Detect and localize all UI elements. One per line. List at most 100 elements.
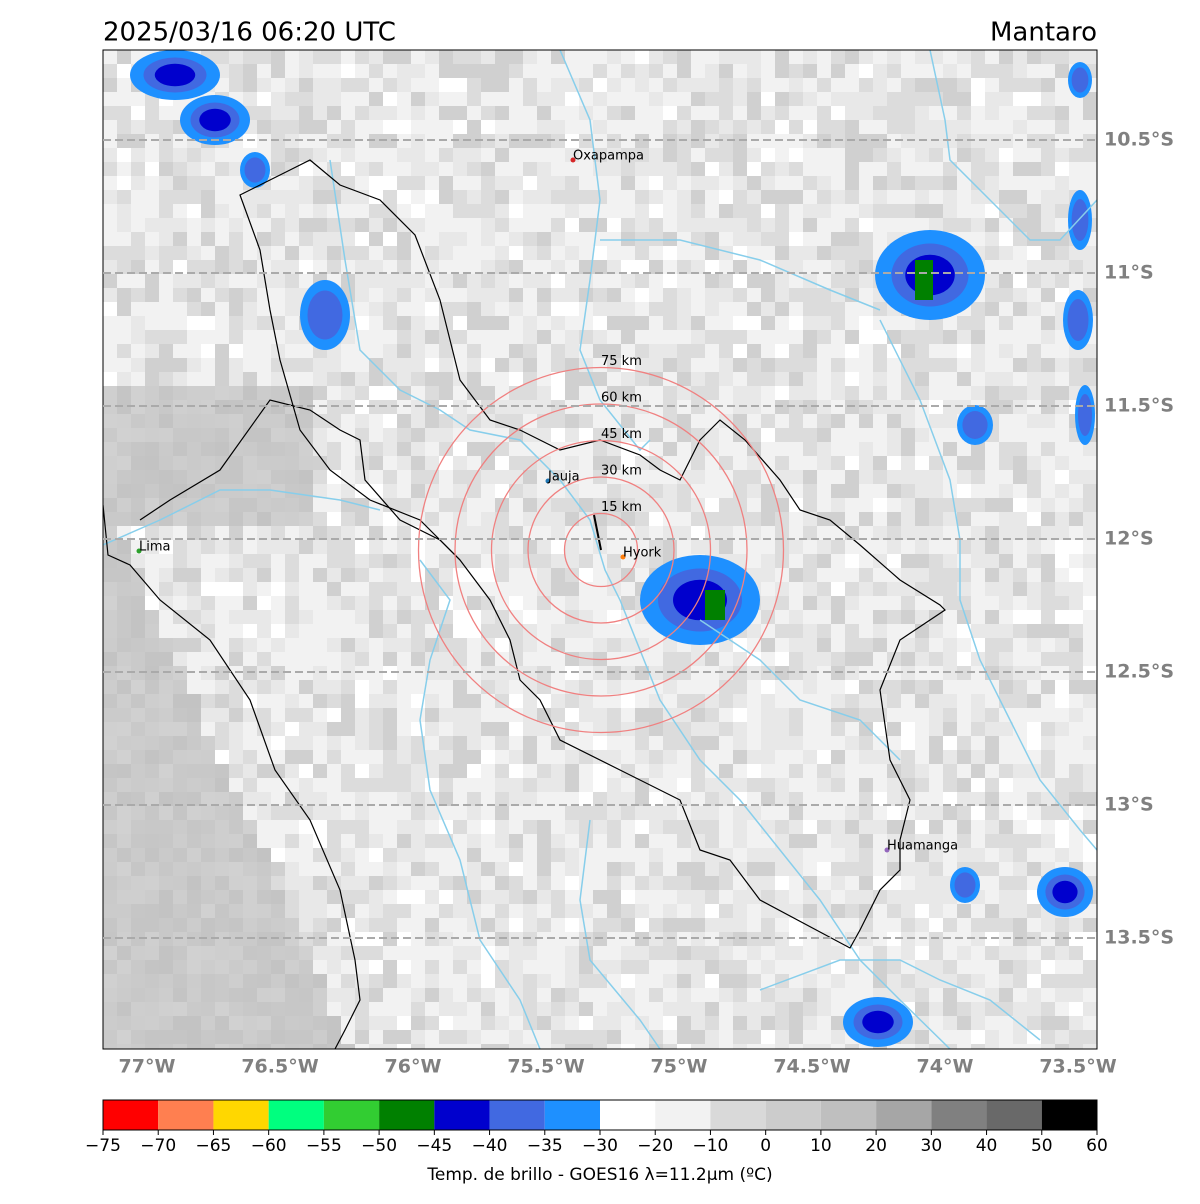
- pixel: [565, 330, 579, 344]
- pixel: [215, 708, 229, 722]
- pixel: [467, 862, 481, 876]
- pixel: [1013, 876, 1027, 890]
- pixel: [327, 918, 341, 932]
- pixel: [481, 820, 495, 834]
- pixel: [481, 50, 495, 64]
- pixel: [817, 834, 831, 848]
- pixel: [369, 204, 383, 218]
- pixel: [411, 386, 425, 400]
- pixel: [789, 792, 803, 806]
- pixel: [817, 568, 831, 582]
- pixel: [831, 848, 845, 862]
- pixel: [1027, 652, 1041, 666]
- pixel: [845, 582, 859, 596]
- pixel: [299, 946, 313, 960]
- pixel: [355, 918, 369, 932]
- pixel: [299, 274, 313, 288]
- pixel: [243, 778, 257, 792]
- pixel: [537, 1002, 551, 1016]
- pixel: [551, 498, 565, 512]
- pixel: [537, 232, 551, 246]
- pixel: [1083, 946, 1097, 960]
- pixel: [131, 946, 145, 960]
- pixel: [299, 232, 313, 246]
- pixel: [467, 708, 481, 722]
- pixel: [243, 792, 257, 806]
- pixel: [873, 792, 887, 806]
- pixel: [803, 988, 817, 1002]
- pixel: [593, 848, 607, 862]
- pixel: [817, 806, 831, 820]
- pixel: [719, 64, 733, 78]
- pixel: [957, 64, 971, 78]
- pixel: [985, 946, 999, 960]
- pixel: [775, 386, 789, 400]
- pixel: [621, 820, 635, 834]
- pixel: [677, 78, 691, 92]
- pixel: [215, 232, 229, 246]
- pixel: [593, 820, 607, 834]
- pixel: [1041, 148, 1055, 162]
- pixel: [243, 78, 257, 92]
- pixel: [551, 78, 565, 92]
- pixel: [887, 218, 901, 232]
- pixel: [817, 176, 831, 190]
- pixel: [565, 78, 579, 92]
- pixel: [551, 204, 565, 218]
- pixel: [775, 274, 789, 288]
- pixel: [719, 722, 733, 736]
- pixel: [537, 64, 551, 78]
- pixel: [369, 568, 383, 582]
- pixel: [355, 1030, 369, 1044]
- pixel: [299, 666, 313, 680]
- pixel: [719, 750, 733, 764]
- pixel: [1013, 638, 1027, 652]
- pixel: [873, 750, 887, 764]
- pixel: [985, 918, 999, 932]
- pixel: [747, 218, 761, 232]
- pixel: [369, 582, 383, 596]
- pixel: [593, 918, 607, 932]
- pixel: [705, 372, 719, 386]
- pixel: [621, 694, 635, 708]
- pixel: [117, 92, 131, 106]
- pixel: [1027, 918, 1041, 932]
- pixel: [257, 946, 271, 960]
- pixel: [1041, 204, 1055, 218]
- pixel: [481, 232, 495, 246]
- pixel: [635, 974, 649, 988]
- pixel: [649, 470, 663, 484]
- pixel: [845, 526, 859, 540]
- pixel: [537, 666, 551, 680]
- pixel: [621, 932, 635, 946]
- pixel: [425, 960, 439, 974]
- pixel: [439, 736, 453, 750]
- pixel: [761, 862, 775, 876]
- pixel: [537, 484, 551, 498]
- pixel: [873, 694, 887, 708]
- pixel: [439, 512, 453, 526]
- pixel: [131, 512, 145, 526]
- pixel: [943, 764, 957, 778]
- pixel: [117, 456, 131, 470]
- pixel: [803, 596, 817, 610]
- pixel: [943, 372, 957, 386]
- pixel: [411, 680, 425, 694]
- pixel: [173, 218, 187, 232]
- pixel: [369, 792, 383, 806]
- pixel: [635, 890, 649, 904]
- pixel: [747, 316, 761, 330]
- pixel: [943, 204, 957, 218]
- pixel: [383, 778, 397, 792]
- pixel: [985, 260, 999, 274]
- pixel: [789, 722, 803, 736]
- pixel: [369, 960, 383, 974]
- pixel: [803, 204, 817, 218]
- pixel: [817, 1016, 831, 1030]
- pixel: [1069, 176, 1083, 190]
- pixel: [747, 302, 761, 316]
- pixel: [117, 512, 131, 526]
- pixel: [173, 456, 187, 470]
- pixel: [859, 582, 873, 596]
- pixel: [761, 736, 775, 750]
